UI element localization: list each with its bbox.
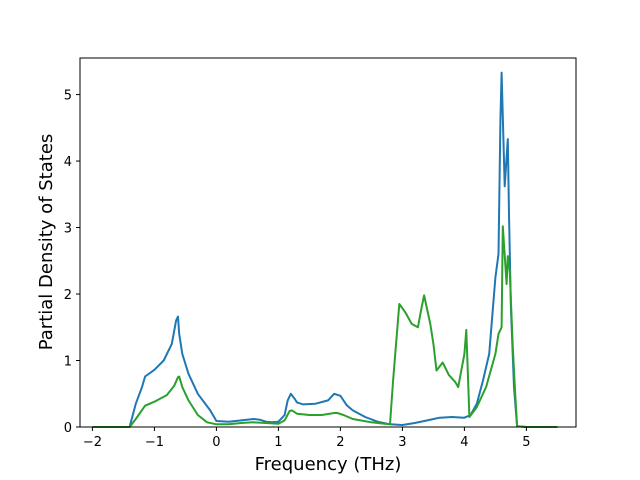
y-tick-label: 2 [64,288,72,303]
x-axis: −2 −1 0 1 2 3 4 5 [83,427,531,450]
series-line-1 [92,71,558,428]
series-line-2 [92,225,558,428]
x-tick-label: −2 [83,435,102,450]
y-tick-label: 3 [64,222,72,237]
plot-area-frame [79,57,577,428]
x-tick-label: 2 [336,435,344,450]
x-tick-label: 5 [522,435,530,450]
x-tick-label: 0 [212,435,220,450]
x-tick-label: −1 [145,435,164,450]
y-tick-label: 0 [64,421,72,436]
x-axis-title: Frequency (THz) [255,454,402,475]
y-axis: 0 1 2 3 4 5 [64,89,80,436]
y-tick-label: 4 [64,155,72,170]
x-tick-label: 1 [274,435,282,450]
y-tick-label: 1 [64,355,72,370]
x-tick-label: 4 [460,435,468,450]
y-axis-title: Partial Density of States [36,134,57,351]
series-layer [92,71,558,428]
x-tick-label: 3 [398,435,406,450]
y-tick-label: 5 [64,89,72,104]
